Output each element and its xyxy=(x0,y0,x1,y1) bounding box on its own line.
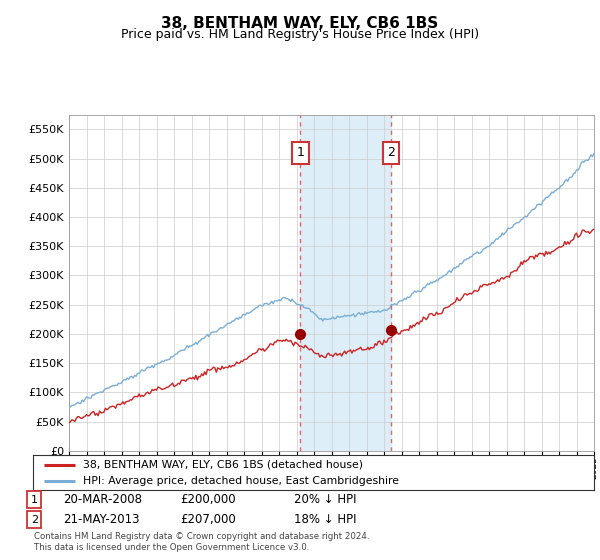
Text: 20-MAR-2008: 20-MAR-2008 xyxy=(63,493,142,506)
Text: 1: 1 xyxy=(296,146,304,159)
Text: Contains HM Land Registry data © Crown copyright and database right 2024.: Contains HM Land Registry data © Crown c… xyxy=(34,532,370,541)
Text: This data is licensed under the Open Government Licence v3.0.: This data is licensed under the Open Gov… xyxy=(34,543,310,552)
Text: Price paid vs. HM Land Registry's House Price Index (HPI): Price paid vs. HM Land Registry's House … xyxy=(121,28,479,41)
Text: 2: 2 xyxy=(387,146,395,159)
Text: 38, BENTHAM WAY, ELY, CB6 1BS: 38, BENTHAM WAY, ELY, CB6 1BS xyxy=(161,16,439,31)
Text: 18% ↓ HPI: 18% ↓ HPI xyxy=(294,513,356,526)
Text: £200,000: £200,000 xyxy=(180,493,236,506)
Text: 1: 1 xyxy=(31,494,38,505)
Text: 21-MAY-2013: 21-MAY-2013 xyxy=(63,513,139,526)
Text: 2: 2 xyxy=(31,515,38,525)
Text: 20% ↓ HPI: 20% ↓ HPI xyxy=(294,493,356,506)
Text: £207,000: £207,000 xyxy=(180,513,236,526)
Bar xyxy=(301,115,391,451)
Text: 38, BENTHAM WAY, ELY, CB6 1BS (detached house): 38, BENTHAM WAY, ELY, CB6 1BS (detached … xyxy=(83,460,364,470)
Text: HPI: Average price, detached house, East Cambridgeshire: HPI: Average price, detached house, East… xyxy=(83,475,400,486)
